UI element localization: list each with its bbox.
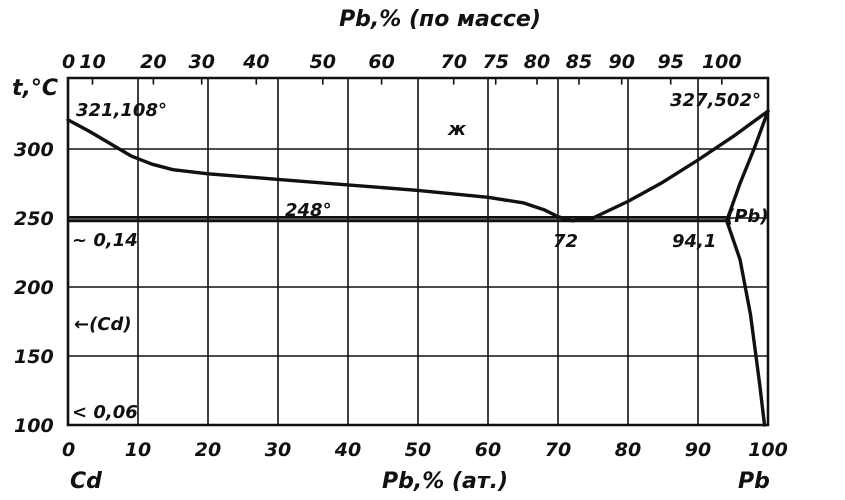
top-tick-label: 90 [608, 51, 634, 73]
annotation-eutectic-t: 248° [285, 200, 332, 221]
y-tick-label: 100 [14, 415, 54, 437]
annotation-cd-sol-high: ~ 0,14 [72, 230, 138, 251]
top-tick-label: 85 [566, 51, 592, 73]
y-tick-label: 250 [14, 208, 54, 230]
y-tick-label: 200 [14, 277, 54, 299]
top-tick-label: 95 [657, 51, 683, 73]
y-tick-label: 150 [14, 346, 54, 368]
annotation-cd-melt: 321,108° [76, 100, 167, 121]
top-tick-label: 50 [310, 51, 336, 73]
top-tick-label: 0 [62, 51, 75, 73]
curve-liquidus-pb [570, 109, 770, 223]
annotation-pb-melt: 327,502° [670, 90, 761, 111]
bottom-axis-title: Pb,% (ат.) [382, 469, 508, 494]
y-axis-title: t,°C [12, 76, 58, 101]
annotation-cd-phase: ←(Cd) [74, 314, 132, 335]
top-axis-title: Pb,% (по массе) [339, 7, 541, 32]
top-tick-label: 30 [188, 51, 214, 73]
annotation-pb-phase: (Pb) [726, 206, 769, 227]
top-tick-label: 60 [368, 51, 394, 73]
bottom-tick-label: 10 [125, 439, 151, 461]
bottom-tick-label: 0 [62, 439, 75, 461]
bottom-tick-label: 70 [545, 439, 571, 461]
top-tick-label: 40 [242, 51, 269, 73]
top-tick-label: 80 [524, 51, 550, 73]
annotation-cd-sol-low: < 0,06 [72, 402, 138, 423]
curve-liquidus-cd [66, 118, 574, 223]
bottom-tick-label: 40 [334, 439, 361, 461]
bottom-tick-label: 60 [475, 439, 501, 461]
bottom-tick-label: 80 [615, 439, 641, 461]
top-tick-label: 100 [702, 51, 742, 73]
curve-solvus-pb [725, 219, 767, 427]
bottom-tick-label: 90 [685, 439, 711, 461]
bottom-tick-label: 100 [748, 439, 788, 461]
top-tick-label: 10 [79, 51, 105, 73]
top-tick-label: 70 [440, 51, 466, 73]
y-tick-label: 300 [14, 139, 54, 161]
bottom-tick-label: 20 [195, 439, 221, 461]
component-left: Cd [70, 469, 102, 494]
top-tick-label: 75 [482, 51, 508, 73]
bottom-tick-label: 50 [405, 439, 431, 461]
curve-solidus-pb [725, 109, 770, 223]
component-right: Pb [738, 469, 770, 494]
top-tick-label: 20 [140, 51, 166, 73]
bottom-tick-label: 30 [265, 439, 291, 461]
annotation-pb-sol: 94,1 [672, 231, 716, 252]
annotation-liquid: ж [447, 119, 467, 140]
annotation-eutectic-x: 72 [553, 231, 578, 252]
